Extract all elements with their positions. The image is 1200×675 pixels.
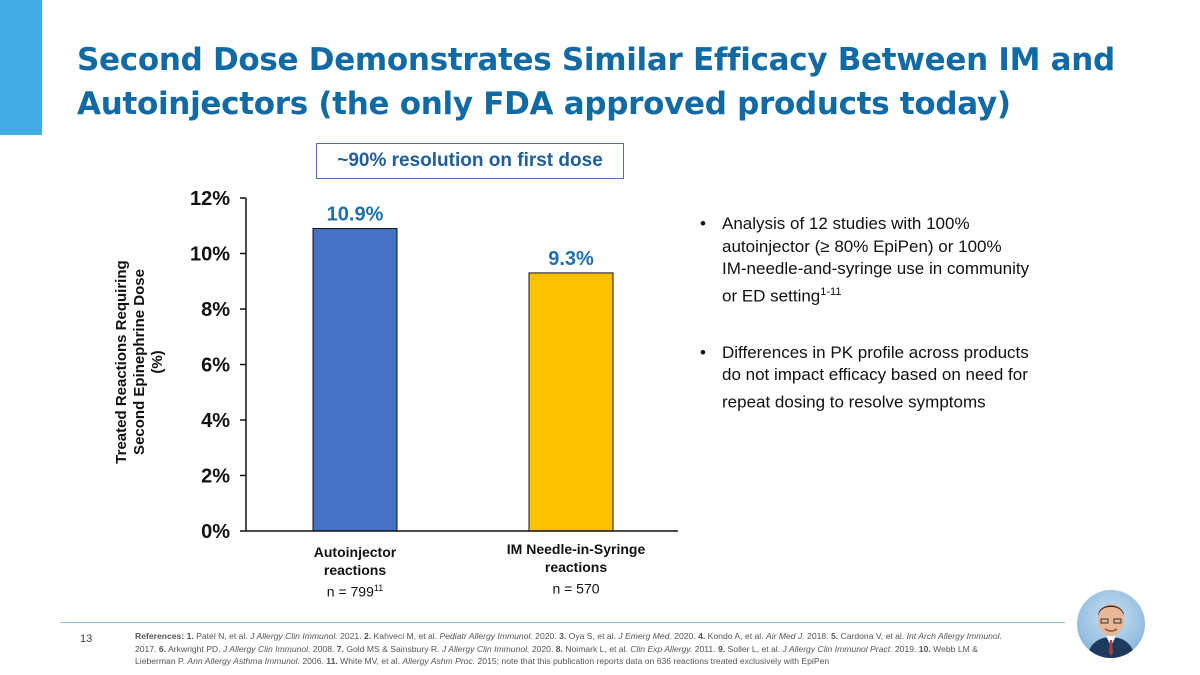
category-label-line: IM Needle-in-Syringe: [506, 541, 646, 557]
bar-data-label: 9.3%: [548, 248, 594, 270]
page-number: 13: [80, 633, 93, 645]
category-sample-size: n = 79911: [326, 583, 384, 600]
bullet-item: Analysis of 12 studies with 100% autoinj…: [700, 213, 1030, 308]
resolution-callout: ~90% resolution on first dose: [316, 143, 624, 179]
category-sample-size: n = 570: [552, 580, 600, 597]
presenter-avatar: [1077, 590, 1145, 658]
category-label-line: reactions: [544, 559, 608, 575]
y-tick-label: 8%: [201, 299, 230, 321]
bars: 10.9% 9.3%: [312, 204, 614, 532]
category-label-im-needle: IM Needle-in-Syringe reactions n = 570: [486, 540, 666, 598]
y-axis-ticks: 0% 2% 4% 6% 8% 10% 12%: [190, 188, 246, 543]
category-label-line: Autoinjector: [313, 544, 397, 560]
bullet-list: Analysis of 12 studies with 100% autoinj…: [700, 213, 1030, 448]
y-tick-label: 12%: [190, 188, 230, 210]
accent-bar: [0, 0, 42, 135]
y-tick-label: 10%: [190, 244, 230, 266]
category-label-autoinjector: Autoinjector reactions n = 79911: [265, 543, 445, 601]
bar-data-label: 10.9%: [327, 204, 384, 226]
y-tick-label: 6%: [201, 355, 230, 377]
bullet-item: Differences in PK profile across product…: [700, 342, 1030, 414]
bar: [528, 272, 614, 532]
y-tick-label: 2%: [201, 466, 230, 488]
references-label: References:: [135, 631, 185, 641]
y-tick-label: 0%: [201, 521, 230, 543]
references: References: 1. Patel N, et al. J Allergy…: [135, 630, 1015, 668]
y-tick-label: 4%: [201, 410, 230, 432]
references-items: 1. Patel N, et al. J Allergy Clin Immuno…: [135, 631, 1002, 666]
slide-title: Second Dose Demonstrates Similar Efficac…: [77, 42, 1115, 122]
footer-divider: [60, 622, 1065, 623]
presenter-photo-icon: [1087, 604, 1135, 658]
category-label-line: reactions: [323, 562, 387, 578]
bar: [312, 228, 398, 532]
